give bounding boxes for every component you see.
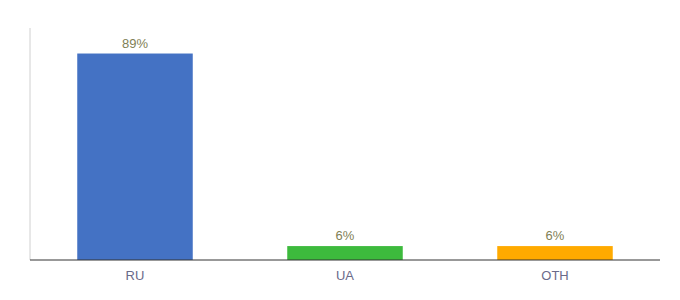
bar (77, 54, 193, 260)
x-axis-line (30, 260, 660, 261)
bar (497, 246, 613, 260)
bar (287, 246, 403, 260)
data-label: 6% (546, 228, 565, 243)
bars (77, 54, 613, 260)
x-tick-label: RU (126, 268, 145, 283)
data-label: 89% (122, 36, 148, 51)
data-label: 6% (336, 228, 355, 243)
y-axis-line (30, 28, 31, 260)
page: {"chart_data": {"type": "bar", "categori… (0, 0, 680, 300)
chart: 89% RU 6% UA 6% OTH (0, 0, 680, 300)
x-tick-label: UA (336, 268, 354, 283)
x-tick-label: OTH (541, 268, 568, 283)
